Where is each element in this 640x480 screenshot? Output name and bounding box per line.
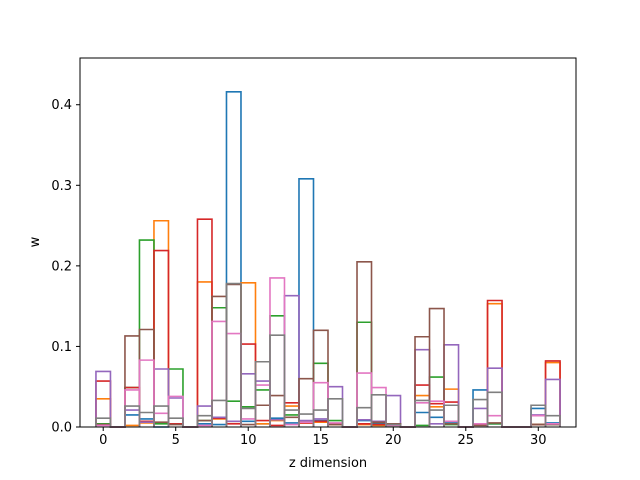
- y-axis-ticks: 0.0 0.1 0.2 0.3 0.4: [51, 98, 80, 436]
- y-axis-label: w: [28, 236, 43, 247]
- x-tick-label: 15: [312, 433, 329, 448]
- x-tick-label: 30: [530, 433, 547, 448]
- y-tick-label: 0.3: [51, 179, 72, 194]
- x-tick-label: 20: [385, 433, 402, 448]
- plot-frame: [79, 57, 577, 428]
- x-tick-label: 5: [172, 433, 180, 448]
- y-tick-label: 0.1: [51, 340, 72, 355]
- x-axis-label: z dimension: [289, 456, 367, 471]
- x-tick-label: 10: [240, 433, 257, 448]
- x-axis-ticks: 0 5 10 15 20 25 30: [99, 427, 547, 448]
- y-tick-label: 0.2: [51, 259, 72, 274]
- x-tick-label: 0: [99, 433, 107, 448]
- y-tick-label: 0.4: [51, 98, 72, 113]
- y-tick-label: 0.0: [51, 421, 72, 436]
- x-tick-label: 25: [458, 433, 475, 448]
